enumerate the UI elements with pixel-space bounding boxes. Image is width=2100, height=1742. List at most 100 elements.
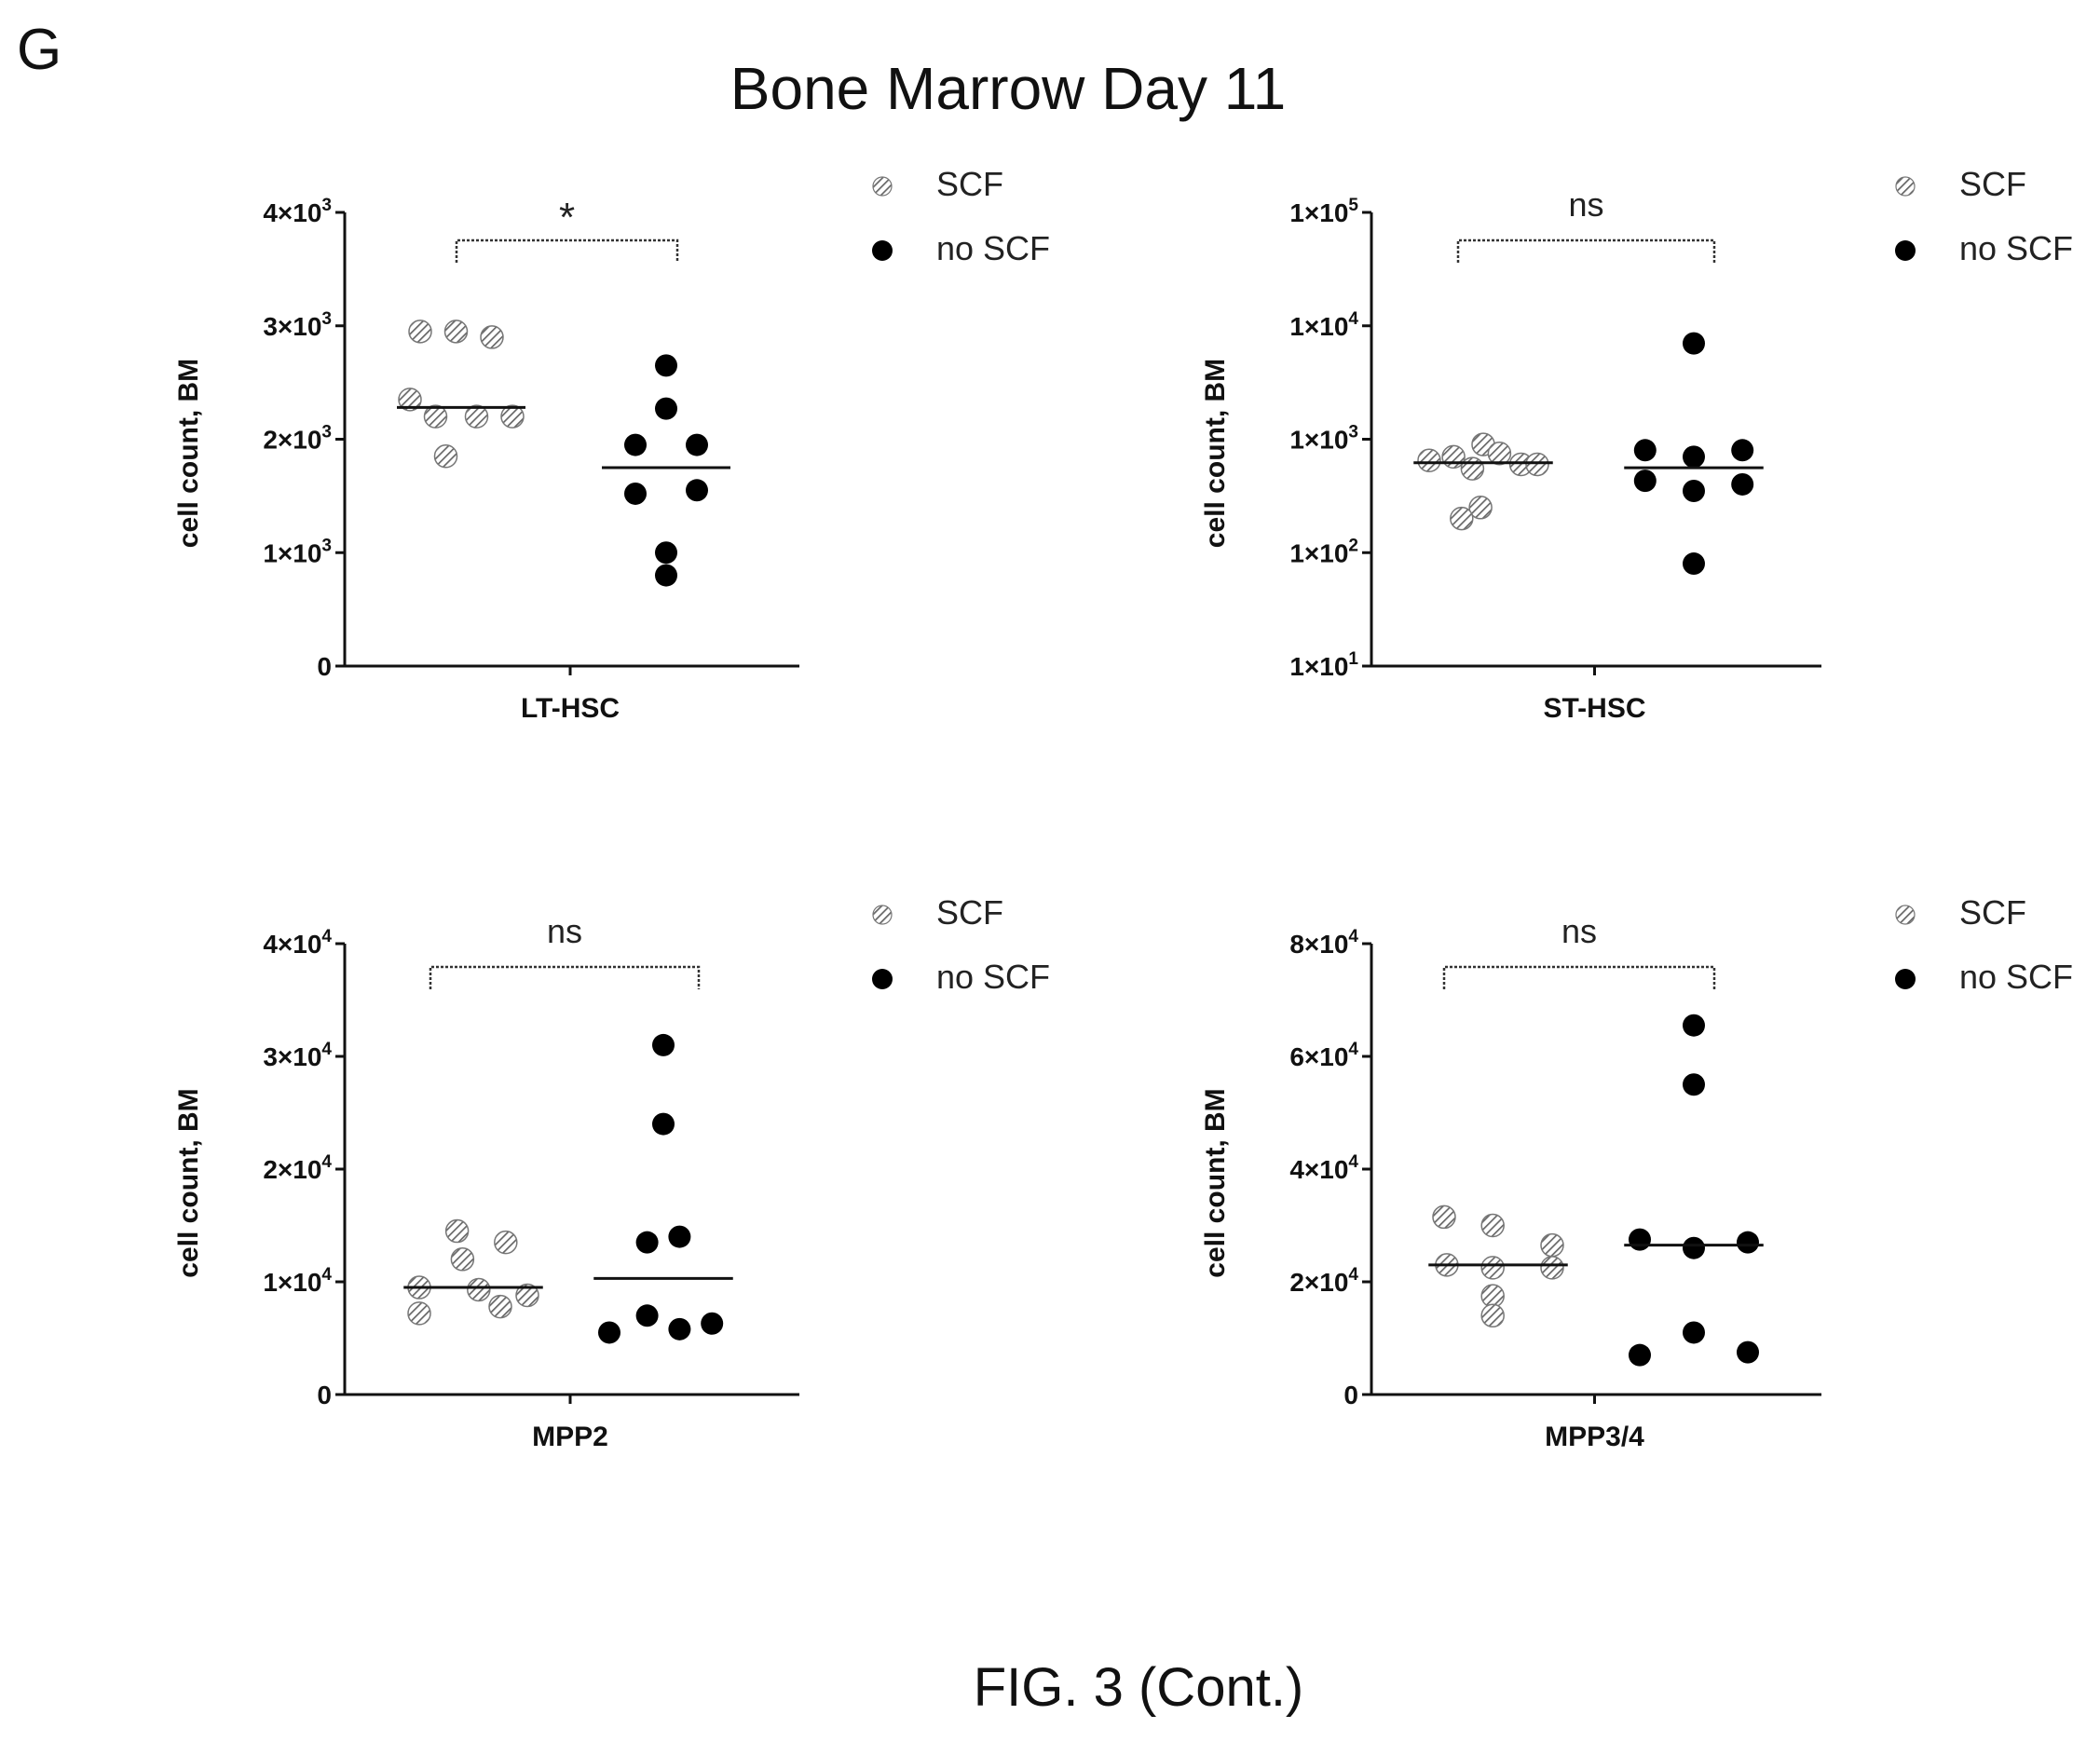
figure-title-text: Bone Marrow Day 11	[730, 55, 1287, 122]
data-point-no-scf	[1629, 1343, 1651, 1367]
data-point-scf	[433, 444, 458, 469]
legend-marker-scf	[872, 905, 893, 925]
data-point-no-scf	[1633, 470, 1657, 493]
data-point-no-scf	[624, 433, 647, 456]
legend-marker-no-scf	[1895, 969, 1916, 989]
y-tick-label: 0	[317, 1381, 332, 1409]
data-point-no-scf	[655, 397, 677, 420]
significance-label: ns	[547, 912, 582, 950]
data-point-no-scf	[1737, 1341, 1759, 1364]
data-point-scf	[408, 320, 432, 344]
legend-marker-no-scf	[872, 969, 893, 989]
legend-marker-no-scf	[872, 240, 893, 261]
data-point-no-scf	[1683, 1073, 1705, 1096]
data-point-no-scf	[652, 1033, 675, 1056]
data-point-scf	[515, 1283, 539, 1308]
data-point-no-scf	[655, 354, 677, 377]
y-tick-label: 3×103	[263, 309, 332, 341]
legend-label: SCF	[1959, 165, 2026, 203]
data-point-no-scf	[635, 1231, 659, 1254]
data-point-scf	[1450, 506, 1474, 531]
data-point-no-scf	[1683, 445, 1705, 469]
data-point-no-scf	[686, 433, 708, 456]
legend-label: SCF	[1959, 893, 2026, 932]
significance-bracket	[1442, 965, 1716, 989]
x-axis-label: MPP3/4	[1545, 1422, 1644, 1452]
y-tick-label: 0	[317, 652, 332, 681]
data-point-no-scf	[655, 564, 677, 587]
data-point-no-scf	[624, 482, 647, 505]
legend-label: no SCF	[936, 229, 1050, 267]
x-axis-label: ST-HSC	[1543, 693, 1645, 724]
data-point-no-scf	[1683, 1014, 1705, 1037]
figure-title: Bone Marrow Day 11	[0, 54, 2100, 123]
data-point-scf	[1468, 496, 1493, 520]
y-axis-label: cell count, BM	[173, 359, 204, 548]
data-point-no-scf	[1683, 552, 1705, 576]
y-tick-label: 8×104	[1289, 927, 1358, 959]
data-point-no-scf	[1683, 332, 1705, 355]
y-tick-label: 1×102	[1289, 536, 1358, 567]
data-point-scf	[450, 1247, 475, 1272]
data-point-scf	[444, 1218, 470, 1244]
data-point-no-scf	[701, 1312, 724, 1335]
data-point-scf	[1540, 1232, 1564, 1258]
data-point-no-scf	[1683, 1321, 1705, 1344]
legend-marker-no-scf	[1895, 240, 1916, 261]
data-point-no-scf	[1731, 439, 1754, 462]
legend-label: SCF	[936, 893, 1003, 932]
data-point-scf	[494, 1230, 518, 1255]
data-point-scf	[500, 404, 525, 429]
significance-bracket	[455, 238, 679, 263]
data-point-no-scf	[1683, 1236, 1705, 1259]
data-point-scf	[1487, 441, 1512, 466]
data-point-no-scf	[1633, 439, 1657, 462]
data-point-no-scf	[1731, 472, 1754, 496]
legend-marker-scf	[872, 176, 893, 197]
data-point-no-scf	[668, 1225, 691, 1248]
y-tick-label: 1×104	[263, 1265, 332, 1297]
data-point-no-scf	[686, 479, 708, 502]
y-tick-label: 2×104	[1289, 1265, 1358, 1297]
y-tick-label: 4×104	[1289, 1152, 1358, 1184]
data-point-scf	[1480, 1213, 1505, 1238]
significance-label: ns	[1561, 912, 1597, 950]
chart-mpp2: 0 1×104 2×104 3×104 4×104 MPP2 cell count, BM n…	[173, 893, 1050, 1452]
y-tick-label: 1×104	[1289, 309, 1358, 341]
y-axis-label: cell count, BM	[1200, 359, 1231, 548]
figure-caption: FIG. 3 (Cont.)	[0, 1656, 2100, 1719]
y-axis-label: cell count, BM	[173, 1088, 204, 1277]
data-point-scf	[488, 1294, 512, 1319]
significance-bracket	[1456, 238, 1716, 263]
data-point-scf	[467, 1277, 491, 1302]
panel-letter: G	[17, 18, 62, 82]
y-tick-label: 3×104	[263, 1040, 332, 1071]
y-tick-label: 4×103	[263, 196, 332, 227]
data-point-no-scf	[598, 1321, 620, 1344]
data-point-scf	[423, 404, 448, 429]
significance-bracket	[429, 965, 701, 989]
data-point-no-scf	[635, 1304, 659, 1327]
chart-lt-hsc: 0 1×103 2×103 3×103 4×103 LT-HSC cell count, B…	[173, 165, 1050, 724]
data-point-scf	[1540, 1256, 1564, 1280]
y-tick-label: 4×104	[263, 927, 332, 959]
x-axis-label: LT-HSC	[521, 693, 620, 724]
significance-label: ns	[1568, 185, 1603, 224]
data-point-scf	[398, 388, 422, 412]
data-point-scf	[1417, 448, 1441, 473]
data-point-no-scf	[1629, 1228, 1651, 1251]
legend-marker-scf	[1895, 176, 1916, 197]
data-point-scf	[407, 1301, 431, 1326]
y-axis-label: cell count, BM	[1200, 1088, 1231, 1277]
y-tick-label: 1×105	[1289, 196, 1358, 227]
data-point-scf	[1432, 1204, 1456, 1230]
legend-label: SCF	[936, 165, 1003, 203]
legend-label: no SCF	[1959, 229, 2073, 267]
y-tick-label: 0	[1343, 1381, 1358, 1409]
y-tick-label: 1×101	[1289, 649, 1358, 681]
y-tick-label: 1×103	[1289, 423, 1358, 455]
data-point-no-scf	[655, 541, 677, 565]
data-point-no-scf	[1683, 480, 1705, 503]
data-point-scf	[464, 404, 489, 429]
